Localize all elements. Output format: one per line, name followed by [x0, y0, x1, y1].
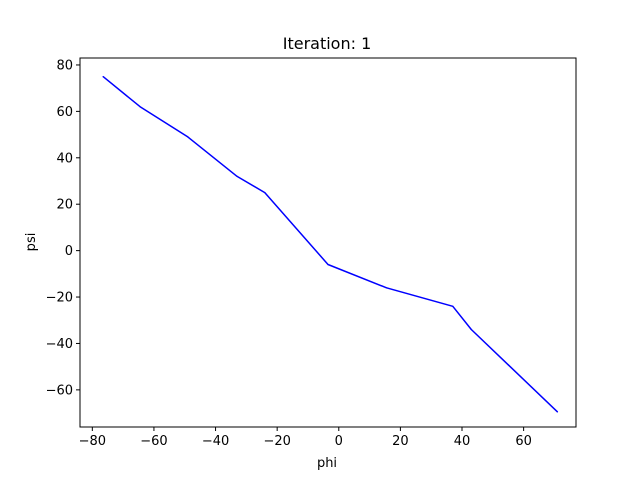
x-tick-label: −80: [79, 434, 106, 449]
data-point: [452, 305, 454, 307]
x-tick-label: −40: [202, 434, 229, 449]
chart-title: Iteration: 1: [283, 34, 372, 53]
x-tick-label: −60: [140, 434, 167, 449]
data-point: [385, 287, 388, 289]
data-point: [102, 75, 104, 78]
x-tick-label: 60: [515, 434, 532, 449]
y-tick-label: 80: [56, 58, 73, 73]
y-axis-title: psi: [24, 233, 39, 252]
data-point: [187, 136, 189, 138]
data-point: [139, 106, 141, 108]
data-point: [556, 411, 559, 413]
data-point: [236, 175, 238, 177]
x-tick-label: −20: [263, 434, 290, 449]
x-tick-label: 0: [335, 434, 343, 449]
series-line: [102, 76, 559, 413]
y-tick-label: 20: [56, 198, 73, 213]
data-point: [327, 263, 329, 266]
y-tick-label: −60: [46, 383, 73, 398]
y-tick-label: −40: [46, 337, 73, 352]
y-tick-label: 60: [56, 105, 73, 120]
axes-frame: [79, 57, 577, 428]
x-axis: −80 −60 −40 −20 0 20 40 60: [79, 427, 532, 449]
data-point: [264, 192, 266, 194]
x-axis-title: phi: [317, 456, 337, 471]
data-point: [470, 328, 472, 331]
y-tick-label: 40: [56, 151, 73, 166]
plot-area: [102, 75, 559, 413]
x-tick-label: 40: [454, 434, 471, 449]
y-axis: −60 −40 −20 0 20 40 60 80: [46, 58, 80, 398]
y-tick-label: 0: [65, 244, 73, 259]
y-tick-label: −20: [46, 291, 73, 306]
x-tick-label: 20: [392, 434, 409, 449]
